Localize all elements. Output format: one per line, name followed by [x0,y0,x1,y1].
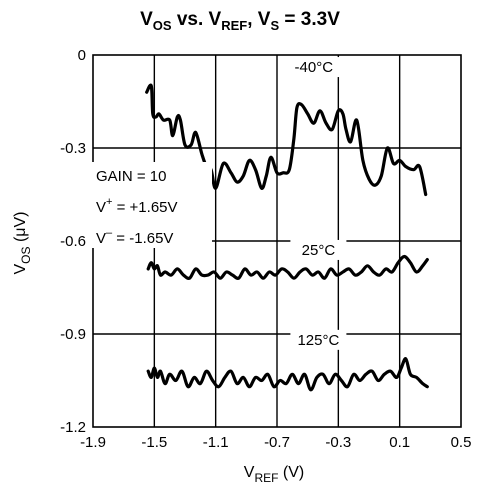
series-label-backdrop [290,239,347,260]
y-axis-label: VOS (μV) [12,211,33,274]
x-tick-label: 0.5 [451,434,472,451]
x-tick-label: -1.9 [80,434,106,451]
x-tick-label: -1.1 [203,434,229,451]
y-tick-label: -0.9 [60,326,86,343]
y-tick-label: -1.2 [60,419,86,436]
x-tick-label: -1.5 [141,434,167,451]
x-axis-label: VREF (V) [244,464,304,485]
series-line--40c [145,83,428,197]
vplus-note: V+ = +1.65V [96,196,178,216]
series-label-25c: 25°C [302,242,336,259]
series-label-backdrop [290,329,347,350]
x-tick-label: 0.1 [389,434,410,451]
x-tick-label: -0.7 [264,434,290,451]
gain-note: GAIN = 10 [96,168,166,185]
x-tick-label: -0.3 [325,434,351,451]
y-tick-labels: 0 -0.3 -0.6 -0.9 -1.2 [60,47,86,436]
series-label--40c: -40°C [295,59,334,76]
chart-title: VOS vs. VREF, VS = 3.3V [140,9,340,33]
series-label-125c: 125°C [297,332,339,349]
series-lines [145,83,429,392]
series-line-125c [146,357,429,392]
series-labels: -40°C 25°C 125°C [285,57,347,350]
y-tick-label: -0.6 [60,233,86,250]
y-tick-label: -0.3 [60,140,86,157]
vminus-note: V– = -1.65V [96,227,173,247]
series-line-25c [146,254,429,281]
series-label-backdrop [285,57,342,78]
annotation-backdrop [90,162,212,248]
y-tick-label: 0 [78,47,86,64]
x-tick-labels: -1.9 -1.5 -1.1 -0.7 -0.3 0.1 0.5 [80,434,471,451]
